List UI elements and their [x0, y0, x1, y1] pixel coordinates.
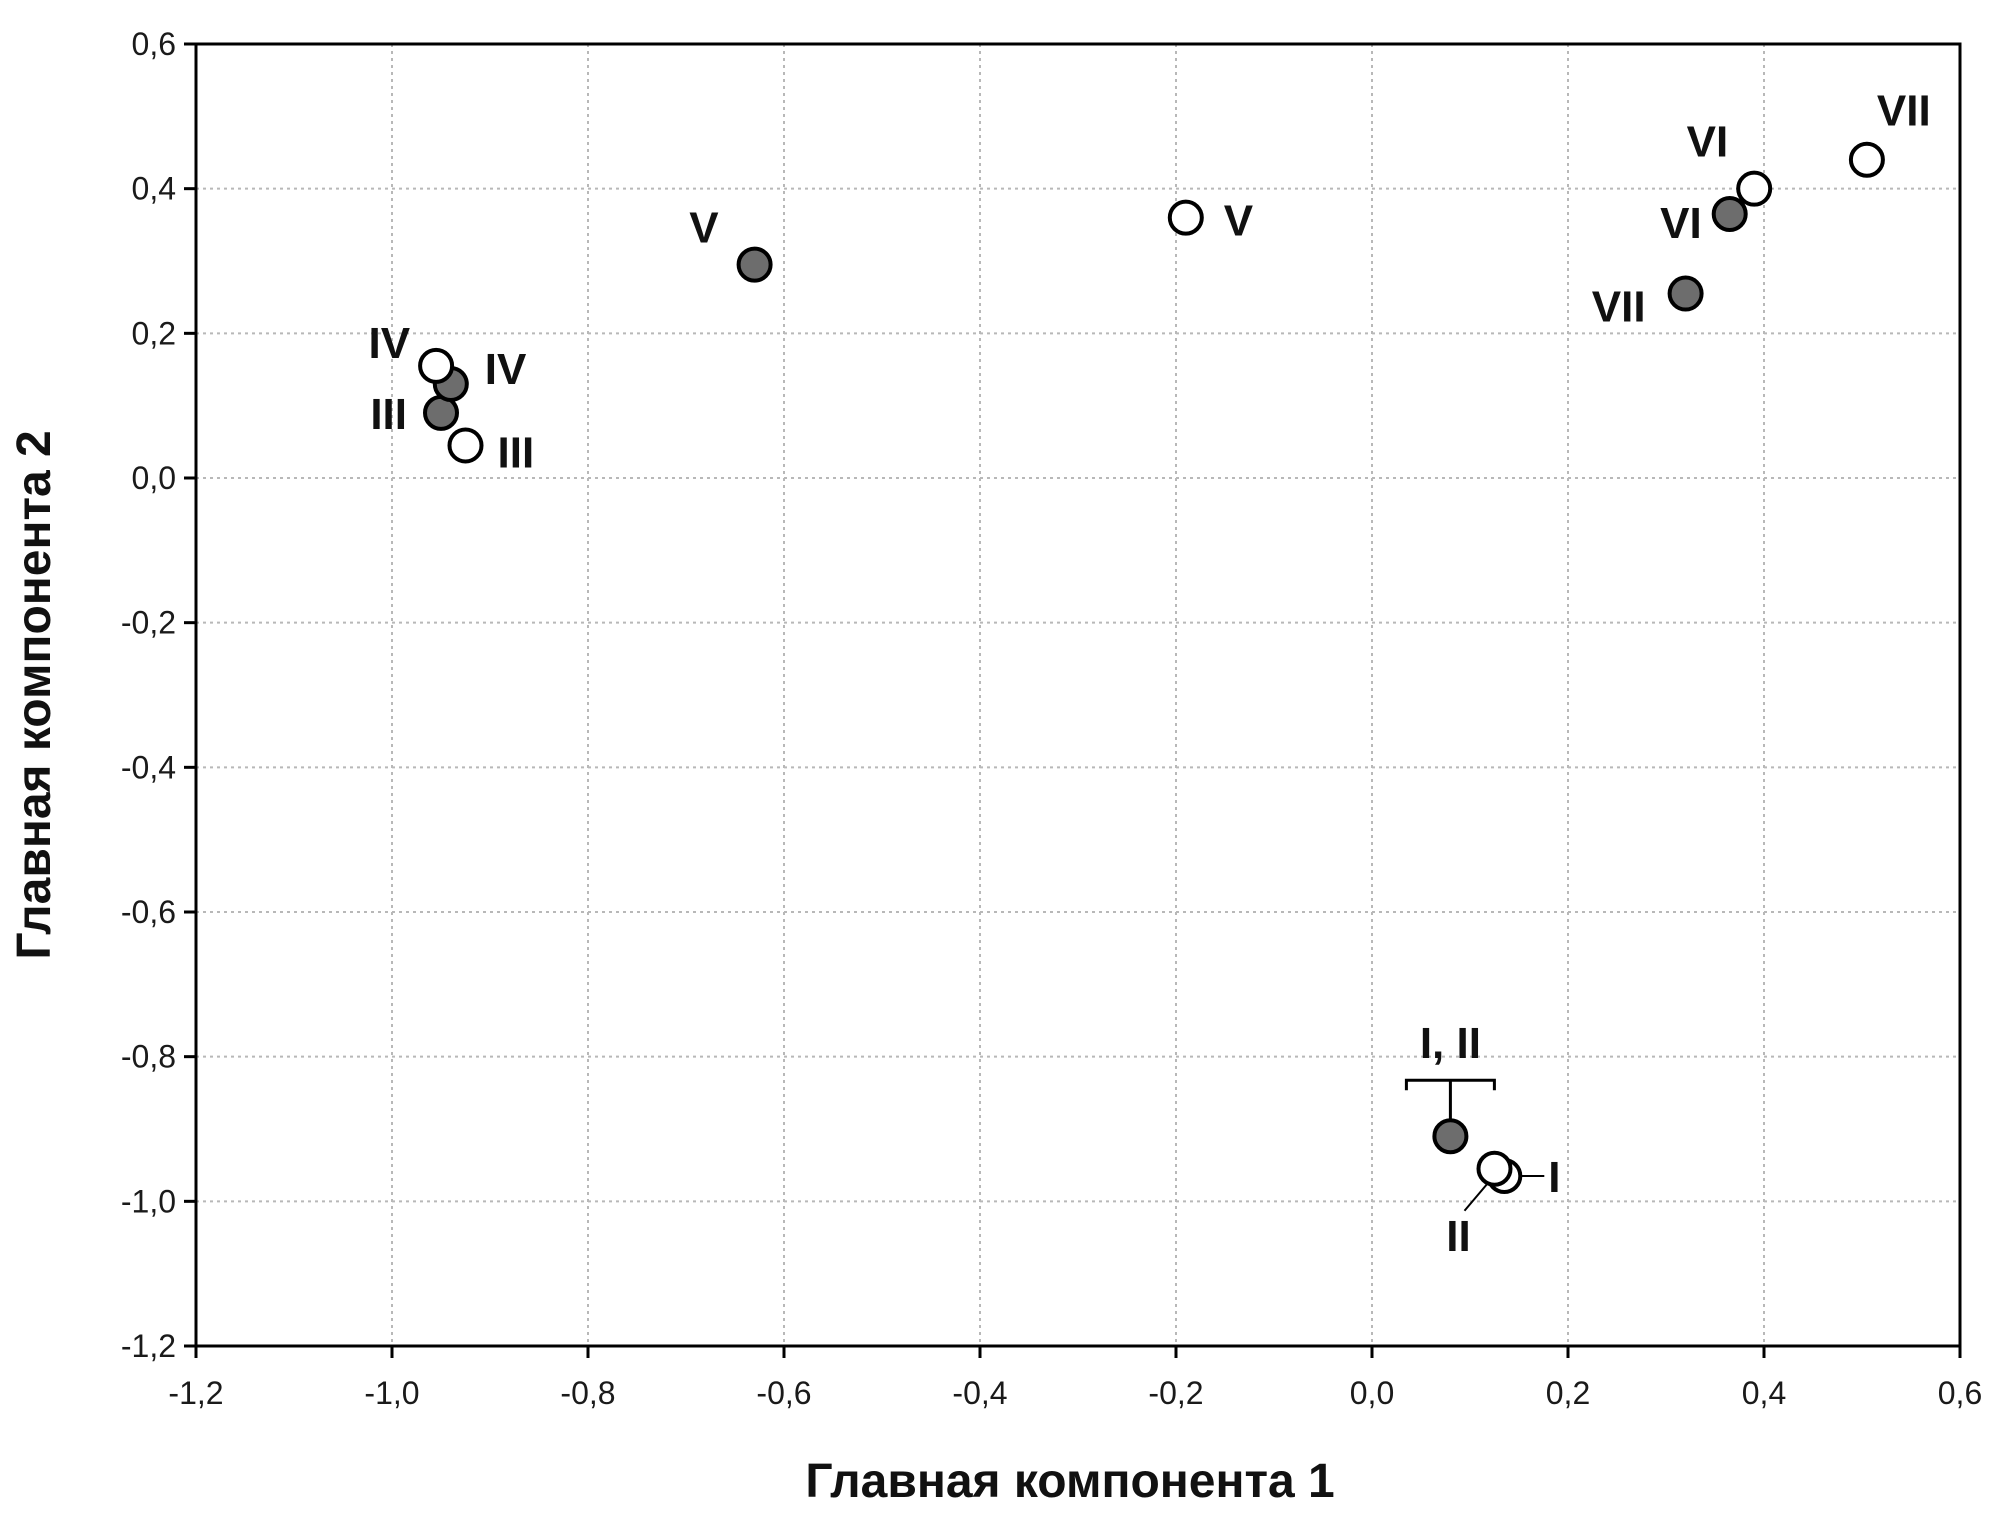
open-point: [1167, 199, 1204, 236]
x-tick-label: -0,4: [952, 1375, 1007, 1411]
y-tick-label: -1,0: [121, 1183, 176, 1219]
y-tick-label: 0,0: [132, 460, 176, 496]
open-point: [418, 347, 455, 384]
axis-ticks: [184, 42, 1962, 1358]
point-label: I, II: [1420, 1019, 1481, 1068]
open-point: [1848, 141, 1885, 178]
point-label: IV: [485, 345, 527, 394]
point-label: III: [370, 390, 407, 439]
y-tick-label: -0,4: [121, 749, 176, 785]
y-axis-title: Главная компонента 2: [8, 430, 61, 959]
y-tick-labels: 0,6 0,4 0,2 0,0 -0,2 -0,4 -0,6 -0,8 -1,0 -1,2: [121, 26, 176, 1364]
leader-lines: [1404, 1078, 1545, 1212]
point-label: I: [1548, 1153, 1560, 1202]
data-points: [418, 141, 1885, 1195]
y-tick-label: 0,4: [132, 171, 176, 207]
filled-point: [1432, 1118, 1469, 1155]
open-point: [447, 427, 484, 464]
x-tick-label: -0,6: [756, 1375, 811, 1411]
x-tick-label: 0,2: [1546, 1375, 1590, 1411]
y-tick-label: -1,2: [121, 1328, 176, 1364]
x-tick-label: 0,6: [1938, 1375, 1982, 1411]
point-label: III: [498, 428, 535, 477]
filled-point: [1711, 195, 1748, 232]
x-tick-label: -1,2: [168, 1375, 223, 1411]
y-tick-label: 0,2: [132, 315, 176, 351]
x-tick-labels: -1,2 -1,0 -0,8 -0,6 -0,4 -0,2 0,0 0,2 0,4 0,6: [168, 1375, 1982, 1411]
filled-point: [736, 246, 773, 283]
point-label: VI: [1687, 118, 1729, 167]
filled-point: [1667, 275, 1704, 312]
point-label: VII: [1877, 87, 1931, 136]
x-tick-label: -0,8: [560, 1375, 615, 1411]
x-tick-label: -0,2: [1148, 1375, 1203, 1411]
leader-line: [1463, 1184, 1488, 1212]
y-tick-label: -0,8: [121, 1039, 176, 1075]
grid-lines: [196, 44, 1960, 1346]
point-label: V: [1224, 197, 1254, 246]
open-point: [1476, 1150, 1513, 1187]
point-label: VI: [1660, 199, 1702, 248]
point-label: VII: [1592, 283, 1646, 332]
point-label: II: [1446, 1212, 1470, 1261]
x-tick-label: 0,0: [1350, 1375, 1394, 1411]
point-label: V: [689, 204, 719, 253]
y-tick-label: -0,2: [121, 605, 176, 641]
x-tick-label: -1,0: [364, 1375, 419, 1411]
x-tick-label: 0,4: [1742, 1375, 1786, 1411]
y-tick-label: 0,6: [132, 26, 176, 62]
x-axis-title: Главная компонента 1: [805, 1455, 1334, 1508]
open-point: [1736, 170, 1773, 207]
y-tick-label: -0,6: [121, 894, 176, 930]
plot-frame: [194, 42, 1962, 1348]
point-label: IV: [369, 319, 411, 368]
bracket-leader: [1404, 1078, 1496, 1121]
